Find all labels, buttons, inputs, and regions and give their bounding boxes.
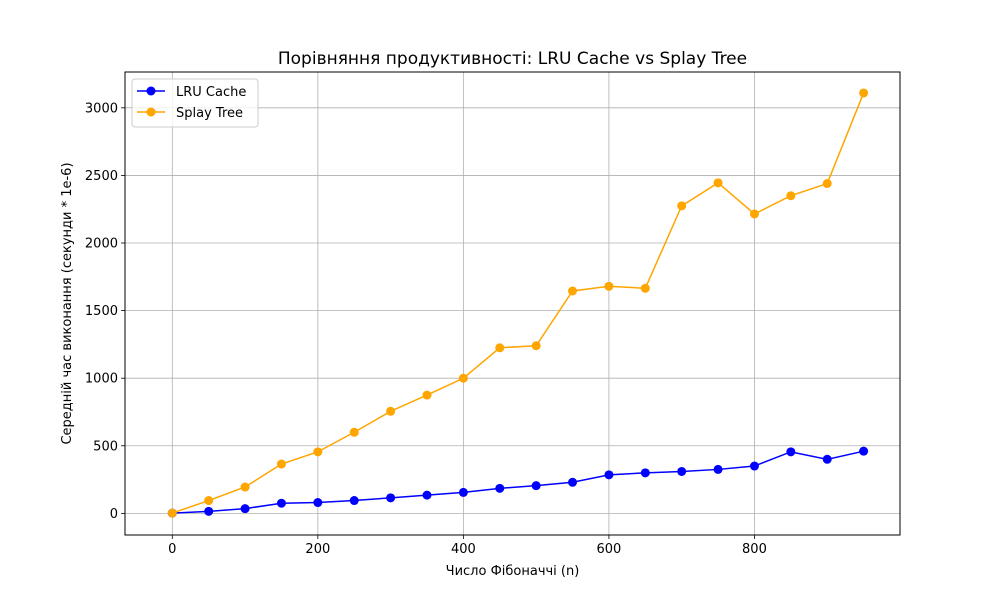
data-point-splay-tree: [495, 343, 505, 353]
data-point-splay-tree: [568, 286, 578, 296]
data-point-splay-tree: [167, 508, 177, 518]
y-tick-label: 0: [110, 507, 118, 522]
series-line-splay-tree: [172, 92, 865, 514]
data-point-lru-cache: [604, 470, 614, 480]
data-point-splay-tree: [859, 88, 869, 98]
x-tick-label: 600: [597, 542, 622, 557]
data-point-splay-tree: [458, 373, 468, 383]
y-axis-title: Середній час виконання (секунди * 1e-6): [60, 162, 75, 444]
x-tick-label: 200: [305, 542, 330, 557]
legend-label-lru-cache: LRU Cache: [176, 85, 246, 100]
data-point-lru-cache: [568, 477, 578, 487]
axes: 0 200 400 600 800 0 500 1000 1500 2000 2500 3000: [85, 101, 767, 557]
data-point-lru-cache: [713, 464, 723, 474]
data-point-splay-tree: [422, 390, 432, 400]
data-point-lru-cache: [786, 447, 796, 457]
data-point-lru-cache: [677, 466, 687, 476]
data-point-splay-tree: [640, 283, 650, 293]
x-axis-title: Число Фібоначчі (n): [446, 564, 580, 579]
y-tick-label: 2500: [85, 169, 118, 184]
plot-frame: [124, 71, 901, 536]
data-point-splay-tree: [204, 496, 214, 506]
data-point-lru-cache: [458, 487, 468, 497]
data-point-splay-tree: [604, 281, 614, 291]
data-point-splay-tree: [386, 406, 396, 416]
y-tick-label: 3000: [85, 101, 118, 116]
y-tick-label: 500: [93, 439, 118, 454]
data-point-splay-tree: [313, 447, 323, 457]
data-point-lru-cache: [240, 504, 250, 514]
data-point-lru-cache: [349, 496, 359, 506]
data-point-splay-tree: [822, 179, 832, 189]
data-point-lru-cache: [386, 493, 396, 503]
data-point-lru-cache: [276, 498, 286, 508]
x-tick-label: 0: [168, 542, 176, 557]
series: [167, 88, 869, 518]
data-point-splay-tree: [749, 209, 759, 219]
data-point-lru-cache: [640, 468, 650, 478]
legend-marker-lru-cache: [146, 86, 156, 96]
data-point-splay-tree: [677, 201, 687, 211]
data-point-splay-tree: [786, 191, 796, 201]
legend: LRU Cache Splay Tree: [131, 78, 259, 128]
data-point-lru-cache: [313, 498, 323, 508]
data-point-splay-tree: [531, 341, 541, 351]
data-point-splay-tree: [240, 482, 250, 492]
y-tick-label: 1500: [85, 304, 118, 319]
chart-title: Порівняння продуктивності: LRU Cache vs …: [278, 49, 747, 69]
grid: [125, 72, 900, 535]
y-tick-label: 2000: [85, 237, 118, 252]
series-splay-tree: [167, 88, 869, 518]
legend-label-splay-tree: Splay Tree: [176, 106, 243, 121]
data-point-lru-cache: [495, 483, 505, 493]
data-point-splay-tree: [713, 178, 723, 188]
x-tick-label: 400: [451, 542, 476, 557]
data-point-splay-tree: [349, 427, 359, 437]
data-point-lru-cache: [531, 481, 541, 491]
series-line-lru-cache: [172, 450, 864, 514]
data-point-lru-cache: [422, 490, 432, 500]
data-point-lru-cache: [204, 506, 214, 516]
data-point-lru-cache: [822, 454, 832, 464]
data-point-splay-tree: [276, 459, 286, 469]
data-point-lru-cache: [749, 461, 759, 471]
y-tick-label: 1000: [85, 372, 118, 387]
data-point-lru-cache: [859, 446, 869, 456]
legend-marker-splay-tree: [146, 107, 156, 117]
x-tick-label: 800: [742, 542, 767, 557]
